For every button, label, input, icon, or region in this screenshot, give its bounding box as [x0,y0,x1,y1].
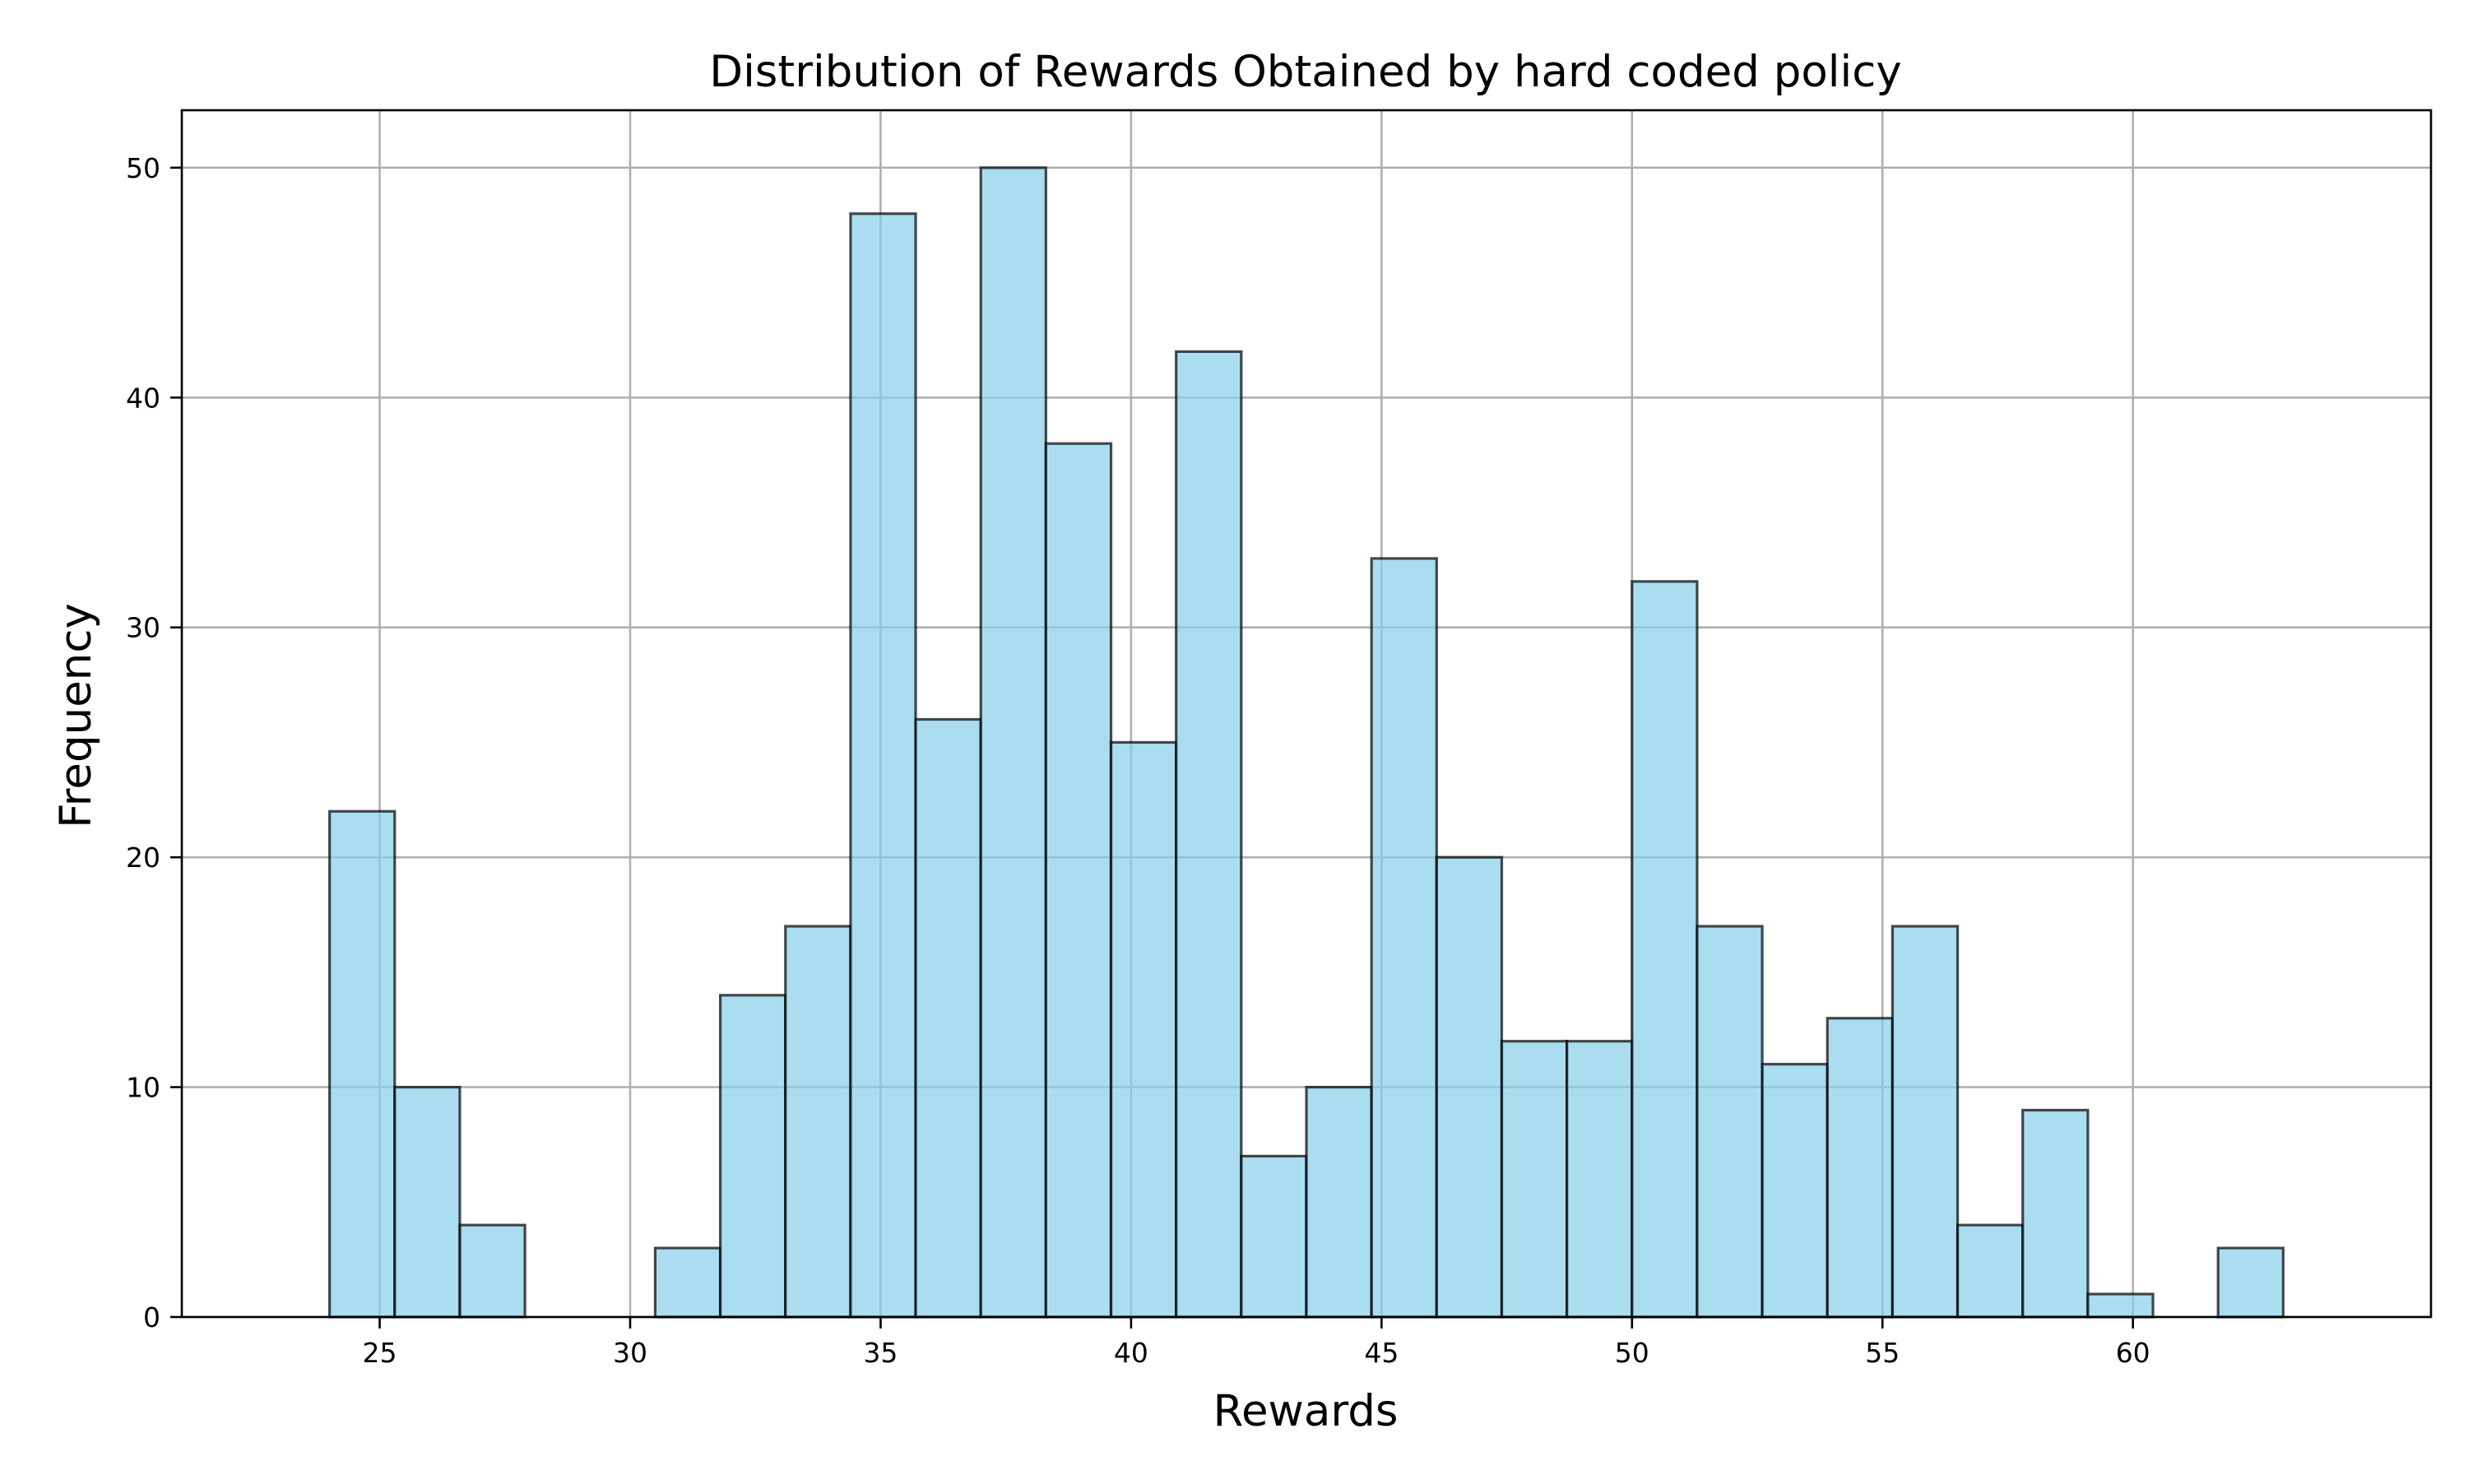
y-axis-label: Frequency [51,603,101,828]
histogram-bar [1305,1085,1373,1319]
histogram-bar [849,212,917,1319]
chart-title: Distribution of Rewards Obtained by hard… [709,47,1901,97]
histogram-bar [1500,1040,1569,1319]
histogram-bar [1761,1063,1829,1319]
histogram-bar [1696,925,1764,1319]
y-tick-label: 30 [126,612,160,644]
y-axis-ticks: 0 10 20 30 40 50 [126,152,182,1333]
histogram-bar [914,717,982,1319]
histogram-bar [979,166,1047,1319]
x-axis-ticks: 25 30 35 40 45 50 55 60 [363,1317,2150,1369]
x-tick-label: 35 [863,1337,898,1369]
histogram-bar [653,1246,722,1319]
y-tick-label: 0 [143,1301,160,1333]
histogram-bar [393,1085,462,1319]
histogram-bar [2216,1246,2285,1319]
x-tick-label: 45 [1364,1337,1399,1369]
histogram-bar [1890,925,1960,1319]
axes-frame [180,109,2433,1319]
histogram-bar [1955,1223,2025,1319]
x-tick-label: 25 [363,1337,397,1369]
y-tick-label: 50 [126,152,160,184]
x-tick-label: 60 [2116,1337,2150,1369]
histogram-bar [718,994,787,1319]
histogram-bar [1240,1154,1308,1319]
x-tick-label: 40 [1114,1337,1148,1369]
histogram-bar [1435,856,1504,1319]
x-tick-label: 50 [1615,1337,1649,1369]
histogram-bar [1370,557,1438,1319]
histogram-bar [458,1223,527,1319]
histogram-bar [2021,1108,2090,1319]
histogram-bar [1566,1040,1634,1319]
histogram-bar [1825,1017,1895,1319]
y-tick-label: 20 [126,842,160,874]
histogram-bar [1631,580,1699,1319]
histogram-bar [1175,350,1243,1319]
x-tick-label: 55 [1865,1337,1900,1369]
y-tick-label: 40 [126,382,160,414]
y-tick-label: 10 [126,1072,160,1104]
histogram-bar [1109,740,1178,1319]
histogram-bar [2086,1292,2155,1319]
x-axis-label: Rewards [1213,1386,1399,1436]
histogram-bar [1044,442,1113,1319]
histogram-bars [328,166,2285,1319]
x-tick-label: 30 [613,1337,647,1369]
histogram-bar [328,809,397,1319]
histogram-bar [784,925,852,1319]
